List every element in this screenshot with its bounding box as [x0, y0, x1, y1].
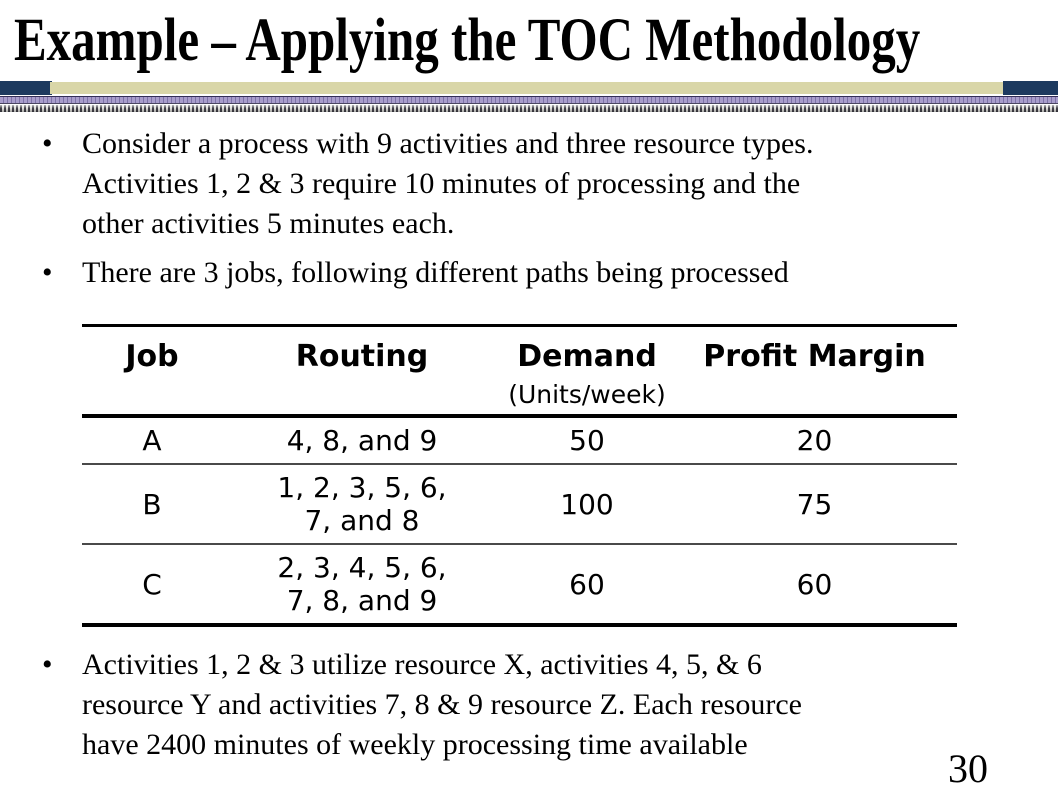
page-number: 30 [948, 746, 988, 791]
title-divider-stripe-band [0, 105, 1058, 112]
cell-job: A [142, 424, 162, 457]
cell-routing: 1, 2, 3, 5, 6, 7, and 8 [277, 471, 447, 537]
title-divider-tan-bar [50, 82, 1003, 94]
cell-profit-margin: 60 [796, 567, 833, 601]
col-header-demand-label: Demand [517, 339, 657, 374]
cell-routing: 4, 8, and 9 [286, 424, 438, 457]
bullet-dot: • [42, 127, 53, 160]
bullet-text-1: Consider a process with 9 activities and… [82, 127, 814, 240]
bullet-text-3: Activities 1, 2 & 3 utilize resource X, … [82, 648, 802, 761]
cell-job: C [142, 567, 162, 601]
bullet-dot: • [42, 648, 53, 681]
bullet-item-3: • Activities 1, 2 & 3 utilize resource X… [42, 645, 802, 765]
cell-job: B [142, 487, 162, 521]
title-divider-purple-band [0, 96, 1058, 104]
cell-profit-margin: 75 [796, 487, 833, 521]
cell-profit-margin: 20 [796, 424, 833, 457]
bullet-item-2: • There are 3 jobs, following different … [42, 253, 789, 293]
bullet-text-2: There are 3 jobs, following different pa… [82, 256, 789, 289]
col-header-routing: Routing [295, 339, 429, 374]
title-divider-navy-left [0, 81, 52, 95]
table-row-job-c: C 2, 3, 4, 5, 6, 7, 8, and 9 60 60 [82, 544, 957, 625]
col-header-demand-units: (Units/week) [508, 380, 666, 409]
cell-demand: 50 [569, 424, 605, 457]
jobs-table: Job Routing Demand (Units/week) Profit M… [82, 324, 957, 627]
cell-demand: 60 [569, 567, 605, 601]
cell-demand: 100 [560, 487, 614, 521]
col-header-profit-margin: Profit Margin [703, 339, 926, 374]
table-row-job-b: B 1, 2, 3, 5, 6, 7, and 8 100 75 [82, 464, 957, 544]
bullet-item-1: • Consider a process with 9 activities a… [42, 124, 813, 244]
slide-title: Example – Applying the TOC Methodology [14, 5, 921, 74]
table-row-job-a: A 4, 8, and 9 50 20 [82, 416, 957, 464]
col-header-job: Job [125, 339, 179, 374]
bullet-dot: • [42, 256, 53, 289]
title-divider-navy-right [1003, 81, 1058, 95]
table-header-row: Job Routing Demand (Units/week) Profit M… [82, 325, 957, 417]
col-header-demand: Demand (Units/week) [502, 326, 672, 417]
cell-routing: 2, 3, 4, 5, 6, 7, 8, and 9 [277, 551, 447, 617]
